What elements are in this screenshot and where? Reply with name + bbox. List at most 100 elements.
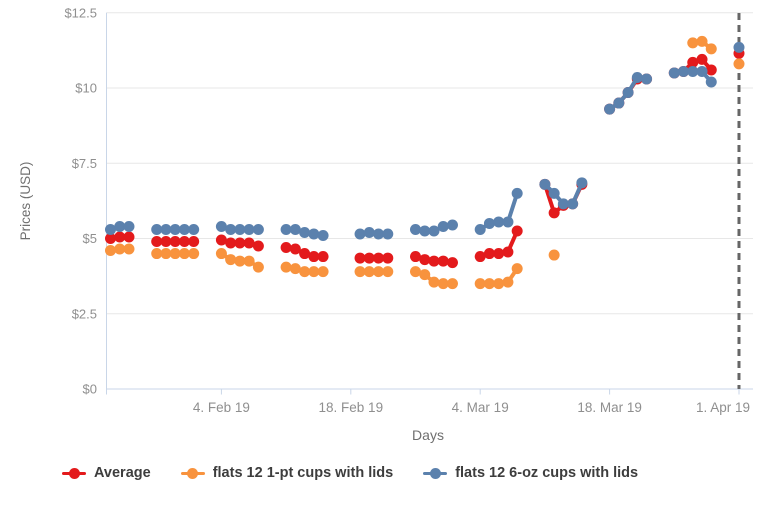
- data-point[interactable]: [437, 255, 449, 267]
- data-point[interactable]: [123, 231, 135, 243]
- data-point[interactable]: [178, 223, 190, 235]
- data-point[interactable]: [678, 65, 690, 77]
- data-point[interactable]: [428, 225, 440, 237]
- data-point[interactable]: [419, 254, 431, 266]
- data-point[interactable]: [105, 223, 116, 235]
- data-point[interactable]: [696, 65, 708, 77]
- data-point[interactable]: [437, 220, 449, 232]
- data-point[interactable]: [733, 58, 745, 70]
- data-point[interactable]: [169, 223, 181, 235]
- data-point[interactable]: [428, 276, 440, 288]
- data-point[interactable]: [160, 248, 172, 260]
- data-point[interactable]: [696, 35, 708, 47]
- data-point[interactable]: [373, 228, 385, 240]
- data-point[interactable]: [687, 56, 699, 68]
- data-point[interactable]: [483, 278, 495, 290]
- data-point[interactable]: [687, 37, 699, 49]
- data-point[interactable]: [354, 228, 366, 240]
- data-point[interactable]: [234, 237, 246, 249]
- data-point[interactable]: [410, 223, 422, 235]
- data-point[interactable]: [363, 266, 375, 278]
- data-point[interactable]: [502, 246, 514, 258]
- data-point[interactable]: [289, 243, 301, 255]
- data-point[interactable]: [733, 41, 745, 53]
- data-point[interactable]: [225, 237, 237, 249]
- data-point[interactable]: [299, 248, 311, 260]
- data-point[interactable]: [622, 87, 634, 99]
- data-point[interactable]: [502, 276, 514, 288]
- data-point[interactable]: [252, 240, 264, 252]
- data-point[interactable]: [483, 217, 495, 229]
- data-point[interactable]: [234, 223, 246, 235]
- data-point[interactable]: [280, 223, 292, 235]
- data-point[interactable]: [548, 249, 560, 261]
- data-point[interactable]: [215, 234, 227, 246]
- data-point[interactable]: [160, 223, 172, 235]
- data-point[interactable]: [178, 236, 190, 248]
- data-point[interactable]: [631, 71, 643, 83]
- data-point[interactable]: [446, 257, 458, 269]
- data-point[interactable]: [151, 223, 163, 235]
- data-point[interactable]: [252, 223, 264, 235]
- data-point[interactable]: [160, 236, 172, 248]
- data-point[interactable]: [280, 261, 292, 273]
- data-point[interactable]: [705, 64, 717, 76]
- data-point[interactable]: [215, 248, 227, 260]
- data-point[interactable]: [604, 103, 616, 115]
- data-point[interactable]: [382, 252, 394, 264]
- data-point[interactable]: [114, 220, 126, 232]
- data-point[interactable]: [548, 187, 560, 199]
- data-point[interactable]: [243, 223, 255, 235]
- data-point[interactable]: [123, 220, 135, 232]
- data-point[interactable]: [105, 245, 116, 257]
- data-point[interactable]: [308, 228, 320, 240]
- data-point[interactable]: [410, 266, 422, 278]
- data-point[interactable]: [234, 255, 246, 267]
- data-point[interactable]: [474, 251, 486, 263]
- data-point[interactable]: [410, 251, 422, 263]
- data-point[interactable]: [308, 251, 320, 263]
- data-point[interactable]: [354, 252, 366, 264]
- data-point[interactable]: [289, 223, 301, 235]
- data-point[interactable]: [382, 228, 394, 240]
- data-point[interactable]: [446, 278, 458, 290]
- data-point[interactable]: [123, 243, 135, 255]
- data-point[interactable]: [252, 261, 264, 273]
- data-point[interactable]: [483, 248, 495, 260]
- data-point[interactable]: [373, 266, 385, 278]
- data-point[interactable]: [317, 251, 329, 263]
- data-point[interactable]: [373, 252, 385, 264]
- data-point[interactable]: [511, 225, 523, 237]
- data-point[interactable]: [188, 223, 200, 235]
- data-point[interactable]: [243, 255, 255, 267]
- data-point[interactable]: [446, 219, 458, 231]
- data-point[interactable]: [299, 226, 311, 238]
- data-point[interactable]: [419, 269, 431, 281]
- data-point[interactable]: [705, 43, 717, 55]
- data-point[interactable]: [243, 237, 255, 249]
- data-point[interactable]: [641, 73, 653, 85]
- data-point[interactable]: [299, 266, 311, 278]
- data-point[interactable]: [114, 231, 126, 243]
- data-point[interactable]: [493, 216, 505, 228]
- data-point[interactable]: [317, 266, 329, 278]
- data-point[interactable]: [289, 263, 301, 275]
- data-point[interactable]: [105, 233, 116, 244]
- data-point[interactable]: [419, 225, 431, 237]
- data-point[interactable]: [280, 242, 292, 254]
- data-point[interactable]: [493, 278, 505, 290]
- data-point[interactable]: [437, 278, 449, 290]
- data-point[interactable]: [493, 248, 505, 260]
- data-point[interactable]: [178, 248, 190, 260]
- data-point[interactable]: [151, 236, 163, 248]
- data-point[interactable]: [474, 278, 486, 290]
- data-point[interactable]: [576, 177, 588, 189]
- data-point[interactable]: [705, 76, 717, 88]
- data-point[interactable]: [114, 243, 126, 255]
- data-point[interactable]: [363, 252, 375, 264]
- data-point[interactable]: [188, 236, 200, 248]
- data-point[interactable]: [613, 97, 625, 109]
- data-point[interactable]: [668, 67, 680, 79]
- data-point[interactable]: [548, 207, 560, 219]
- data-point[interactable]: [567, 198, 579, 210]
